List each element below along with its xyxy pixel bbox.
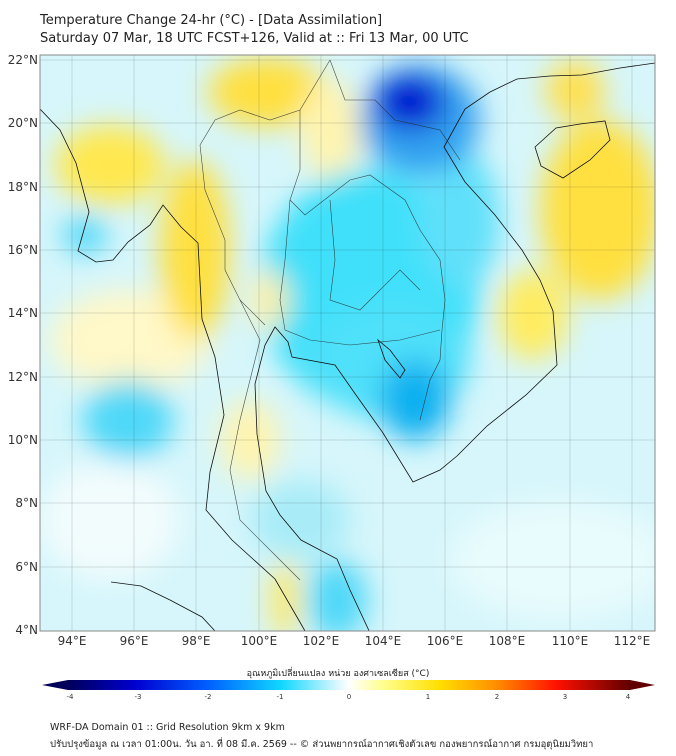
lon-tick: 94°E	[58, 634, 87, 648]
lon-tick: 106°E	[427, 634, 464, 648]
lat-tick: 22°N	[8, 53, 38, 67]
colorbar-tick: -3	[135, 693, 142, 701]
lat-tick: 4°N	[15, 623, 38, 637]
colorbar-tick: -2	[205, 693, 212, 701]
colorbar-tick: 1	[426, 693, 430, 701]
lon-tick: 102°E	[303, 634, 340, 648]
colorbar-tick: -1	[277, 693, 284, 701]
lat-tick: 20°N	[8, 116, 38, 130]
lon-tick: 100°E	[241, 634, 278, 648]
lon-tick: 112°E	[614, 634, 651, 648]
graticule	[40, 55, 655, 631]
chart-subtitle: Saturday 07 Mar, 18 UTC FCST+126, Valid …	[40, 31, 469, 46]
lat-tick: 6°N	[15, 560, 38, 574]
footer-model-info: WRF-DA Domain 01 :: Grid Resolution 9km …	[50, 722, 285, 733]
lat-tick-labels: 22°N 20°N 18°N 16°N 14°N 12°N 10°N 8°N 6…	[8, 53, 38, 637]
chart-title: Temperature Change 24-hr (°C) - [Data As…	[40, 13, 383, 28]
lat-tick: 16°N	[8, 243, 38, 257]
coastlines	[40, 62, 655, 631]
lat-tick: 8°N	[15, 496, 38, 510]
lat-tick: 14°N	[8, 306, 38, 320]
colorbar-tick: -4	[67, 693, 75, 701]
colorbar-tick: 0	[347, 693, 351, 701]
lon-tick: 96°E	[120, 634, 149, 648]
lon-tick: 110°E	[552, 634, 589, 648]
lon-tick: 104°E	[365, 634, 402, 648]
lon-tick: 108°E	[489, 634, 526, 648]
map-frame	[39, 54, 656, 632]
borders	[199, 59, 461, 581]
footer-credit: ปรับปรุงข้อมูล ณ เวลา 01:00น. วัน อา. ที…	[50, 739, 594, 750]
temperature-field	[40, 55, 655, 631]
colorbar-tick: 4	[626, 693, 631, 701]
lon-tick-labels: 94°E 96°E 98°E 100°E 102°E 104°E 106°E 1…	[58, 634, 651, 648]
lat-tick: 18°N	[8, 180, 38, 194]
lon-tick: 98°E	[182, 634, 211, 648]
colorbar-tick: 2	[495, 693, 499, 701]
colorbar: -4 -3 -2 -1 0 1 2 3 4	[42, 680, 655, 701]
colorbar-tick: 3	[563, 693, 567, 701]
lat-tick: 10°N	[8, 433, 38, 447]
colorbar-label: อุณหภูมิเปลี่ยนแปลง หน่วย องศาเซลเซียส (…	[246, 669, 430, 679]
lat-tick: 12°N	[8, 370, 38, 384]
